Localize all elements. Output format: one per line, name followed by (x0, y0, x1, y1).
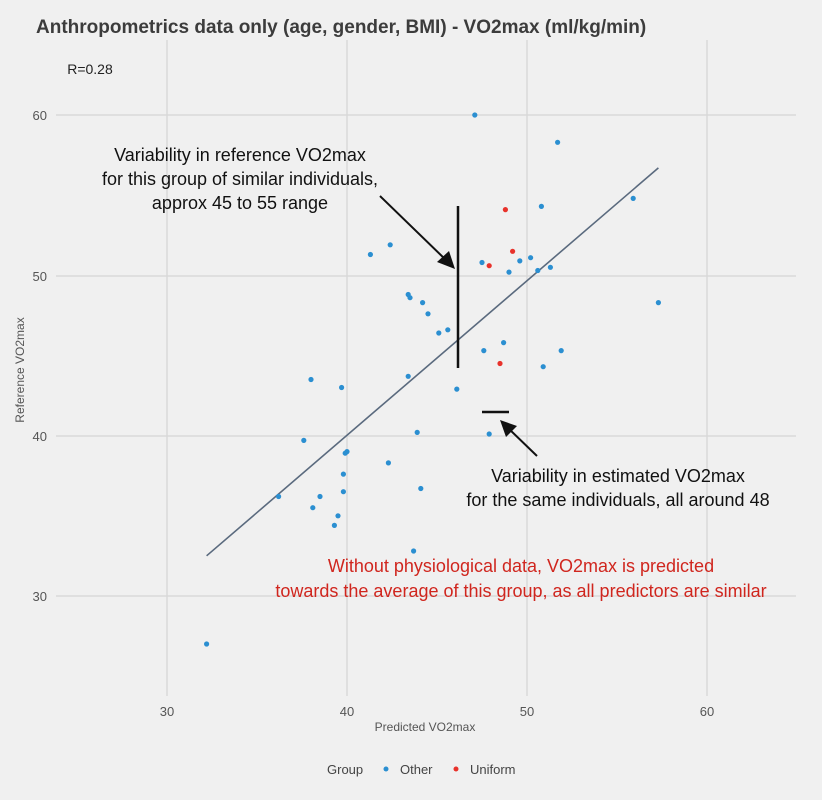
legend: Group Other Uniform (327, 762, 516, 777)
data-point-other (436, 330, 442, 336)
prediction-note-annotation: Without physiological data, VO2max is pr… (275, 556, 766, 601)
legend-uniform-dot-icon (453, 766, 459, 772)
data-point-other (418, 485, 424, 492)
regression-line (206, 167, 659, 557)
reference-annotation-line1: Variability in reference VO2max (114, 145, 366, 165)
estimated-annotation-line1: Variability in estimated VO2max (491, 466, 745, 486)
reference-annotation-line2: for this group of similar individuals, (102, 169, 378, 189)
y-axis-title: Reference VO2max (13, 317, 27, 422)
data-point-other (339, 384, 345, 391)
data-point-other (308, 376, 314, 383)
arrow-line (379, 195, 449, 263)
y-tick-40: 40 (33, 429, 47, 444)
data-point-other (501, 340, 507, 346)
x-axis-title: Predicted VO2max (375, 720, 476, 734)
legend-uniform-label[interactable]: Uniform (470, 762, 516, 777)
data-point-other (479, 259, 485, 266)
data-points (204, 112, 662, 647)
data-point-other (630, 195, 636, 201)
data-point-other (481, 348, 487, 354)
data-point-other (486, 431, 492, 437)
x-axis-ticks: 30 40 50 60 (160, 704, 714, 719)
data-point-other (472, 112, 478, 118)
legend-title: Group (327, 762, 363, 777)
data-point-other (407, 295, 413, 301)
data-point-other (340, 489, 346, 495)
data-point-other (405, 373, 411, 379)
x-tick-50: 50 (520, 704, 534, 719)
data-point-other (335, 513, 341, 519)
estimated-variability-annotation: Variability in estimated VO2max for the … (466, 410, 770, 510)
data-point-other (655, 300, 662, 306)
x-tick-60: 60 (700, 704, 714, 719)
estimated-annotation-line2: for the same individuals, all around 48 (466, 490, 769, 510)
data-point-other (538, 203, 545, 209)
legend-other-label[interactable]: Other (400, 762, 433, 777)
y-tick-50: 50 (33, 269, 47, 284)
data-point-other (558, 348, 564, 354)
y-tick-30: 30 (33, 589, 47, 604)
grid-lines (56, 40, 796, 696)
data-point-other (420, 300, 426, 306)
data-point-other (555, 139, 561, 145)
data-point-other (204, 641, 210, 647)
data-point-uniform (497, 360, 503, 367)
x-tick-30: 30 (160, 704, 174, 719)
data-point-other (540, 364, 546, 370)
arrow-head-icon (500, 420, 517, 437)
data-point-uniform (486, 263, 492, 269)
data-point-uniform (502, 207, 508, 213)
data-point-other (535, 267, 541, 274)
reference-variability-annotation: Variability in reference VO2max for this… (102, 145, 460, 368)
data-point-other (414, 429, 420, 435)
x-tick-40: 40 (340, 704, 354, 719)
reference-annotation-line3: approx 45 to 55 range (152, 193, 328, 213)
data-point-other (385, 460, 391, 466)
y-tick-60: 60 (33, 108, 47, 123)
data-point-other (528, 255, 534, 261)
data-point-other (310, 505, 316, 511)
data-point-other (317, 493, 323, 500)
data-point-other (367, 251, 373, 258)
data-point-other (387, 242, 393, 248)
arrow-line (507, 427, 538, 457)
data-point-other (342, 450, 348, 456)
data-point-other (506, 269, 512, 275)
r-value-label: R=0.28 (67, 61, 113, 77)
data-point-other (340, 471, 346, 477)
data-point-other (425, 311, 431, 317)
arrow-head-icon (437, 251, 455, 269)
data-point-other (445, 327, 451, 333)
data-point-other (301, 437, 307, 443)
data-point-other (517, 258, 523, 264)
prediction-note-line2: towards the average of this group, as al… (275, 581, 766, 601)
prediction-note-line1: Without physiological data, VO2max is pr… (328, 556, 714, 576)
data-point-other (276, 493, 282, 500)
data-point-other (454, 386, 460, 392)
legend-other-dot-icon (383, 766, 389, 772)
chart-title: Anthropometrics data only (age, gender, … (36, 17, 646, 38)
data-point-other (331, 522, 337, 529)
data-point-other (411, 548, 417, 554)
data-point-uniform (509, 248, 516, 254)
data-point-other (547, 264, 554, 270)
y-axis-ticks: 60 50 40 30 (33, 108, 47, 604)
